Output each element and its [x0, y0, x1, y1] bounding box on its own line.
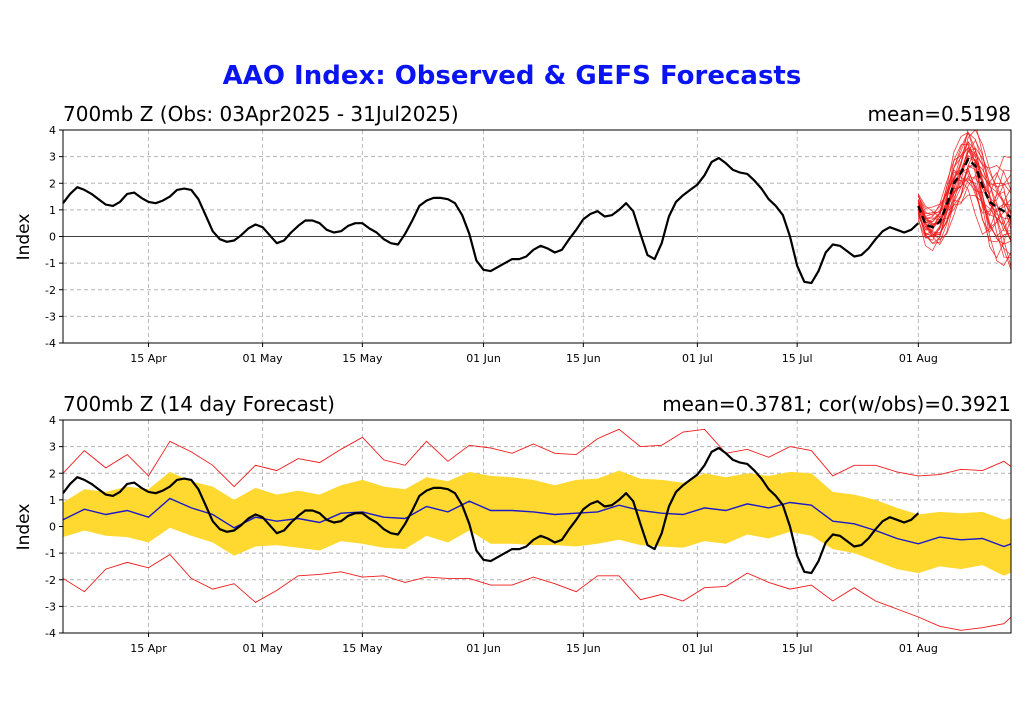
top-y-tick-label: -4	[45, 337, 56, 350]
bottom-x-tick-label: 15 Jun	[566, 642, 601, 655]
top-y-tick-label: -3	[45, 310, 56, 323]
top-panel-y-axis-label: Index	[14, 214, 34, 261]
top-y-tick-label: -1	[45, 257, 56, 270]
bottom-y-tick-label: -1	[45, 547, 56, 560]
top-forecast-members	[917, 130, 1011, 271]
top-panel: 700mb Z (Obs: 03Apr2025 - 31Jul2025) mea…	[14, 102, 1012, 365]
bottom-y-tick-label: -2	[45, 574, 56, 587]
top-forecast-member-line	[917, 179, 1011, 252]
top-panel-subtitle: 700mb Z (Obs: 03Apr2025 - 31Jul2025)	[63, 102, 459, 126]
bottom-series-group	[63, 428, 1011, 631]
bottom-ensemble-mean-line	[63, 497, 1011, 548]
bottom-panel-mean-cor: mean=0.3781; cor(w/obs)=0.3921	[662, 392, 1011, 416]
bottom-observed-line	[63, 446, 920, 575]
top-x-tick-label: 15 Jun	[566, 352, 601, 365]
top-y-tick-label: -2	[45, 284, 56, 297]
top-forecast-member-line	[917, 139, 1011, 232]
top-x-tick-label: 01 Aug	[899, 352, 938, 365]
bottom-y-tick-label: 4	[49, 414, 56, 427]
top-y-tick-label: 2	[49, 177, 56, 190]
top-x-tick-label: 15 May	[342, 352, 383, 365]
top-x-tick-label: 01 May	[242, 352, 283, 365]
bottom-y-tick-label: 1	[49, 494, 56, 507]
top-forecast-member-line	[917, 168, 1011, 245]
bottom-panel-subtitle: 700mb Z (14 day Forecast)	[63, 392, 335, 416]
top-forecast-member-line	[917, 170, 1011, 244]
bottom-spread-band	[63, 470, 1011, 576]
bottom-y-tick-label: -3	[45, 600, 56, 613]
top-panel-mean: mean=0.5198	[868, 102, 1011, 126]
top-y-tick-label: 4	[49, 124, 56, 137]
bottom-x-tick-label: 15 Jul	[782, 642, 813, 655]
top-observed-line	[62, 156, 920, 285]
bottom-x-tick-label: 01 Jun	[466, 642, 501, 655]
top-forecast-member-line	[917, 131, 1011, 227]
top-y-tick-label: 1	[49, 204, 56, 217]
bottom-y-tick-label: -4	[45, 627, 56, 640]
bottom-x-tick-label: 01 Aug	[899, 642, 938, 655]
figure-title: AAO Index: Observed & GEFS Forecasts	[223, 61, 802, 91]
top-x-tick-label: 15 Jul	[782, 352, 813, 365]
top-y-tick-label: 3	[49, 151, 56, 164]
top-x-tick-label: 01 Jun	[466, 352, 501, 365]
bottom-x-tick-label: 01 Jul	[682, 642, 713, 655]
top-forecast-member-line	[917, 161, 1011, 242]
top-y-tick-label: 0	[49, 231, 56, 244]
top-x-tick-label: 15 Apr	[130, 352, 167, 365]
top-forecast-member-line	[917, 130, 1011, 209]
bottom-y-tick-label: 0	[49, 521, 56, 534]
bottom-x-tick-label: 15 Apr	[130, 642, 167, 655]
top-plot-frame	[62, 129, 1012, 344]
bottom-x-tick-label: 15 May	[342, 642, 383, 655]
top-x-tick-label: 01 Jul	[682, 352, 713, 365]
bottom-panel-y-axis-label: Index	[14, 504, 34, 551]
bottom-plot-frame	[62, 419, 1012, 634]
top-forecast-member-line	[917, 146, 1011, 259]
bottom-panel: 700mb Z (14 day Forecast) mean=0.3781; c…	[14, 392, 1012, 655]
bottom-min-member-line	[63, 553, 1011, 631]
bottom-x-tick-label: 01 May	[242, 642, 283, 655]
bottom-y-tick-label: 2	[49, 467, 56, 480]
bottom-max-member-line	[63, 428, 1011, 488]
bottom-y-tick-label: 3	[49, 441, 56, 454]
